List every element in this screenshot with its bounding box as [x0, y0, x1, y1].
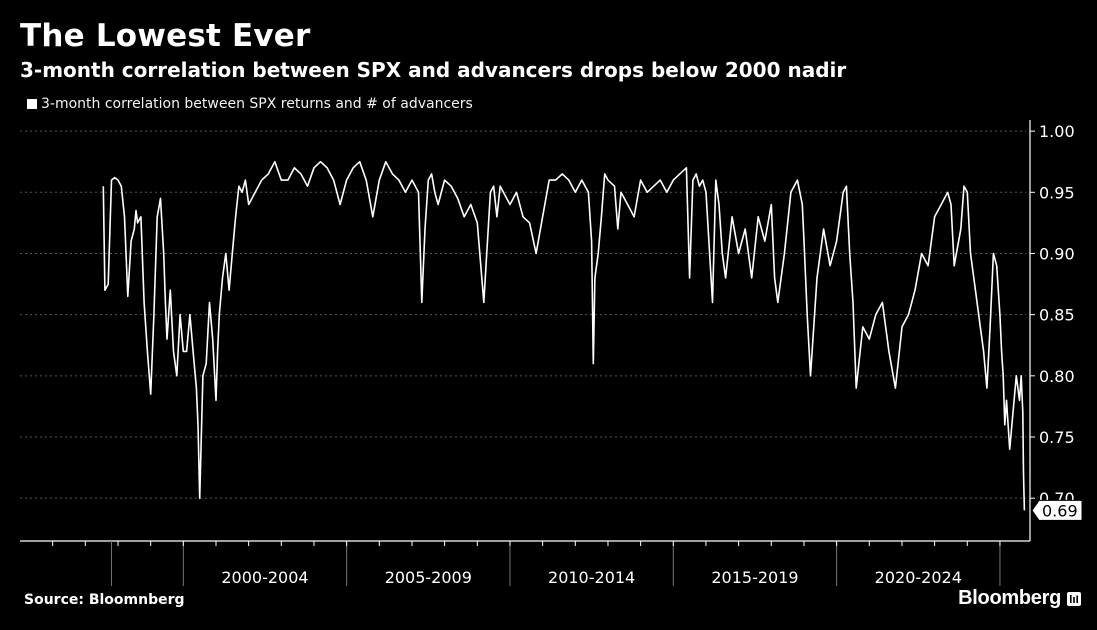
chart-title: The Lowest Ever	[20, 18, 311, 54]
x-period-label: 2000-2004	[221, 568, 308, 587]
bloomberg-logo: Bloomberg	[958, 587, 1081, 610]
x-period-label: 2010-2014	[548, 568, 635, 587]
legend-swatch	[27, 99, 37, 109]
series-layer	[102, 160, 1026, 511]
axes	[20, 120, 1035, 586]
brand-name: Bloomberg	[958, 587, 1061, 609]
chart-subtitle: 3-month correlation between SPX and adva…	[20, 58, 847, 82]
x-period-label: 2020-2024	[875, 568, 962, 587]
last-value-badge	[1031, 499, 1083, 521]
series-line	[102, 160, 1026, 511]
y-tick-label: 0.75	[1039, 428, 1075, 447]
last-value-callout: 0.69	[1031, 499, 1083, 521]
x-period-label: 2005-2009	[385, 568, 472, 587]
bloomberg-terminal-icon	[1067, 591, 1081, 606]
x-period-label: 2015-2019	[711, 568, 798, 587]
y-tick-label: 0.95	[1039, 183, 1075, 202]
y-tick-label: 0.80	[1039, 367, 1075, 386]
y-tick-label: 0.85	[1039, 306, 1075, 325]
y-tick-label: 0.90	[1039, 244, 1075, 263]
legend: 3-month correlation between SPX returns …	[27, 96, 473, 112]
last-value-label: 0.69	[1042, 501, 1078, 520]
legend-label: 3-month correlation between SPX returns …	[41, 96, 473, 112]
y-tick-label: 1.00	[1039, 122, 1075, 141]
source-note: Source: Bloomnberg	[24, 592, 185, 608]
